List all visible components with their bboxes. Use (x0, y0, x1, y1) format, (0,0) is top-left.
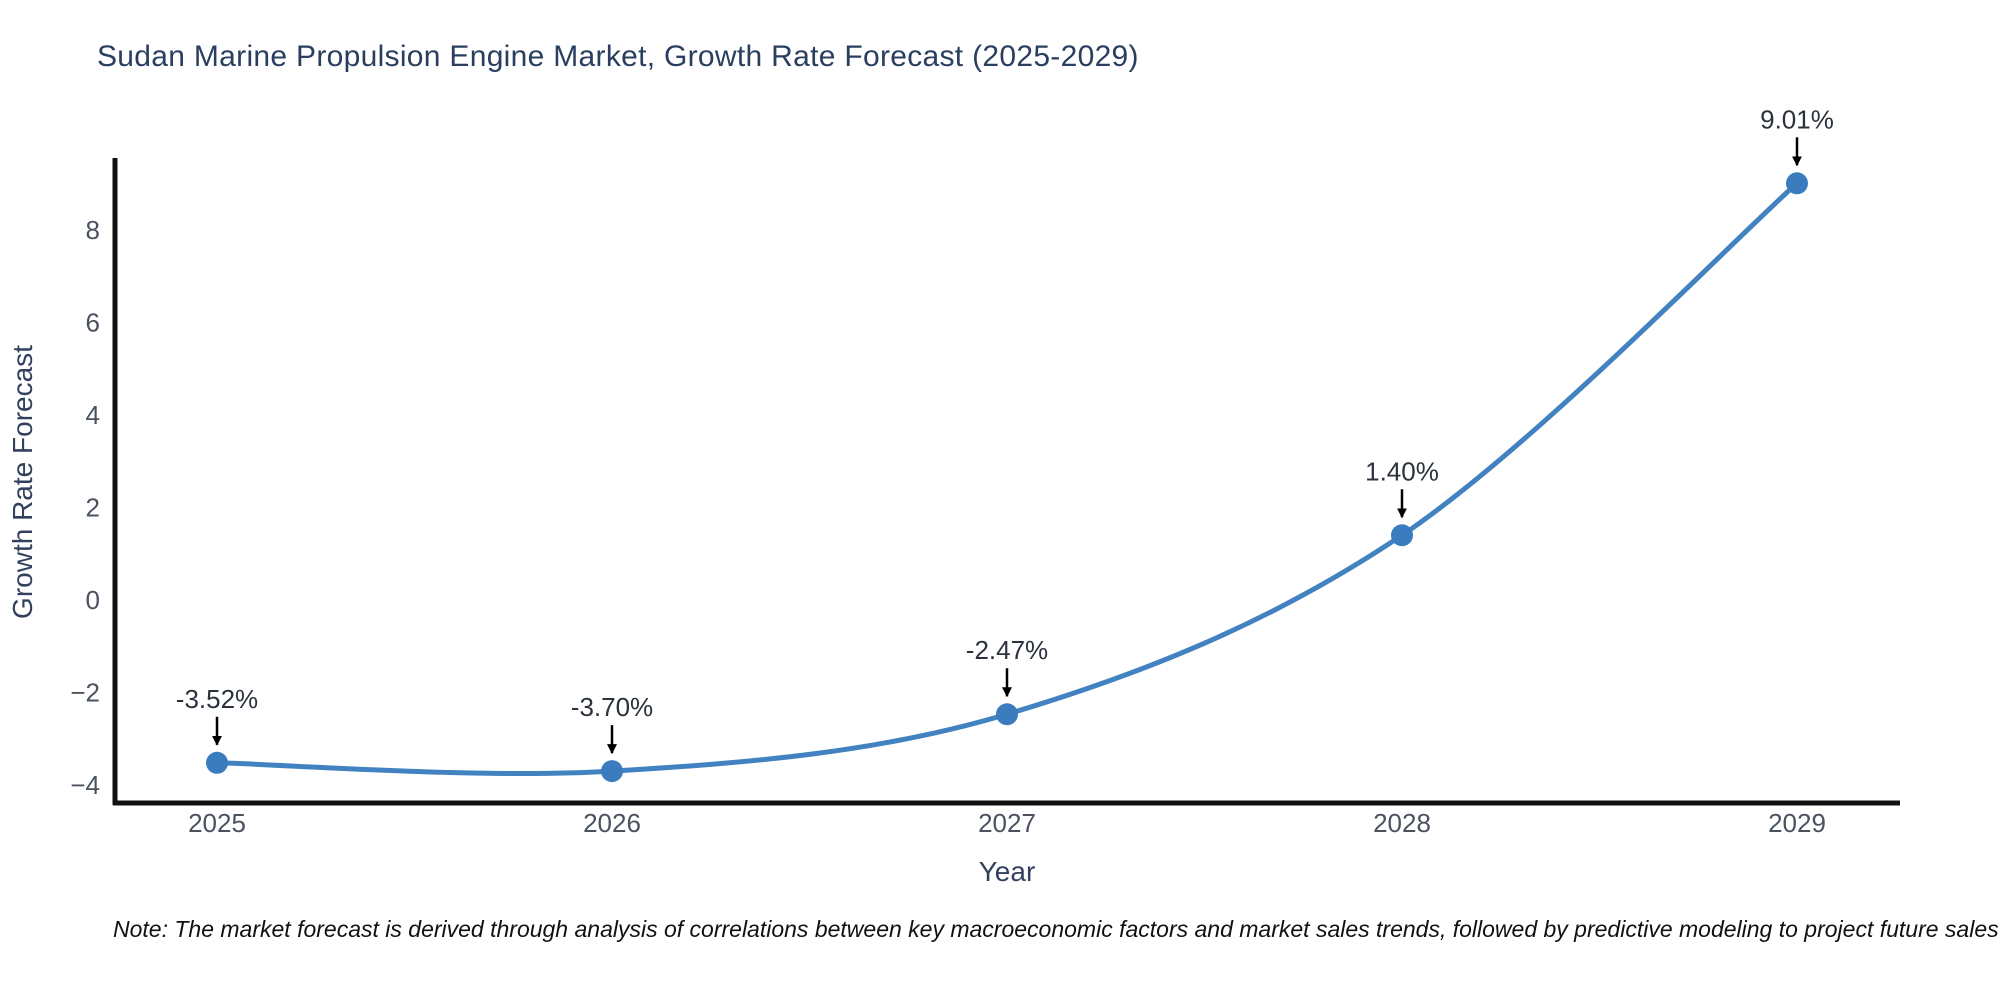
data-point-annotation: 9.01% (1760, 104, 1834, 134)
data-point-annotation: -2.47% (966, 635, 1048, 665)
data-point (996, 703, 1018, 726)
data-point-annotation: -3.52% (176, 684, 258, 714)
y-tick-label: 4 (86, 400, 100, 430)
x-axis-title: Year (979, 856, 1036, 887)
trend-line (214, 180, 1800, 777)
chart-footnote: Note: The market forecast is derived thr… (113, 916, 1999, 942)
data-point-annotation: -3.70% (571, 692, 653, 722)
y-tick-label: 2 (86, 493, 100, 523)
x-tick-label: 2027 (978, 808, 1036, 838)
y-axis-title: Growth Rate Forecast (7, 345, 38, 619)
x-tick-label: 2029 (1768, 808, 1826, 838)
y-tick-label: 6 (86, 308, 100, 338)
y-tick-label: 8 (86, 215, 100, 245)
data-point (1786, 172, 1808, 195)
y-tick-label: 0 (86, 585, 100, 615)
data-point (1391, 524, 1413, 547)
data-point (601, 760, 623, 783)
data-point-annotation: 1.40% (1365, 456, 1439, 486)
x-tick-label: 2025 (188, 808, 246, 838)
x-tick-label: 2026 (583, 808, 641, 838)
x-tick-label: 2028 (1373, 808, 1431, 838)
y-tick-label: −2 (70, 678, 100, 708)
y-tick-label: −4 (70, 770, 100, 800)
data-point (206, 751, 228, 774)
chart-title: Sudan Marine Propulsion Engine Market, G… (97, 40, 1139, 73)
